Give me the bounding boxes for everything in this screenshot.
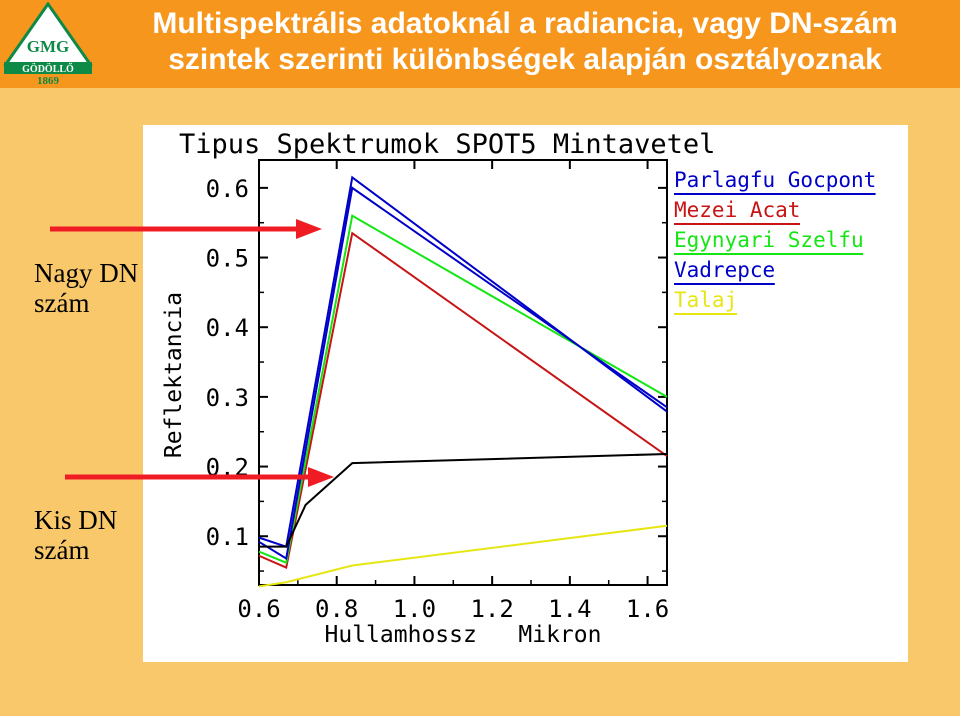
series-line-0 <box>258 175 668 548</box>
x-tick-label: 1.6 <box>626 595 669 623</box>
low-dn-label-line-1: Kis DN <box>34 505 118 535</box>
low-dn-arrow <box>65 467 334 487</box>
legend-entry-1: Mezei Acat <box>674 198 800 222</box>
series-line-2 <box>258 214 668 565</box>
chart-ylabel: Reflektancia <box>161 292 187 458</box>
spectrum-chart-panel: Tipus Spektrumok SPOT5 Mintavetel Hullam… <box>143 125 908 662</box>
legend-entry-3: Vadrepce <box>674 258 775 282</box>
title-line-1: Multispektrális adatoknál a radiancia, v… <box>152 7 898 40</box>
low-dn-label: Kis DN szám <box>34 505 117 565</box>
series-line-4 <box>258 524 668 588</box>
x-tick-label: 1.4 <box>548 595 591 623</box>
chart-xlabel: Hullamhossz Mikron <box>325 622 602 648</box>
logo-monogram: GMG <box>27 37 70 56</box>
logo-name: GÖDÖLLŐ <box>22 62 74 75</box>
low-dn-label-line-2: szám <box>34 535 90 565</box>
high-dn-label-line-2: szám <box>34 288 90 318</box>
x-tick-label: 0.6 <box>237 595 280 623</box>
university-logo: GMG GÖDÖLLŐ 1869 <box>3 2 93 86</box>
series-line-5 <box>259 453 668 548</box>
plot-frame <box>258 159 668 586</box>
high-dn-label-line-1: Nagy DN <box>34 258 139 288</box>
high-dn-arrow <box>50 219 322 239</box>
spectrum-chart: Tipus Spektrumok SPOT5 Mintavetel Hullam… <box>161 129 876 648</box>
logo-year: 1869 <box>37 75 60 86</box>
x-tick-label: 1.2 <box>470 595 513 623</box>
x-tick-label: 0.8 <box>315 595 358 623</box>
y-tick-label: 0.6 <box>206 175 249 203</box>
x-tick-label: 1.0 <box>393 595 436 623</box>
series-line-3 <box>258 186 668 561</box>
y-tick-label: 0.3 <box>206 384 249 412</box>
y-tick-label: 0.5 <box>206 245 249 273</box>
page-title: Multispektrális adatoknál a radiancia, v… <box>100 6 950 78</box>
header-bar: GMG GÖDÖLLŐ 1869 Multispektrális adatokn… <box>0 0 960 88</box>
y-tick-label: 0.4 <box>206 314 249 342</box>
high-dn-label: Nagy DN szám <box>34 258 138 318</box>
chart-title: Tipus Spektrumok SPOT5 Mintavetel <box>179 129 715 160</box>
y-tick-label: 0.1 <box>206 523 249 551</box>
title-line-2: szintek szerinti különbségek alapján osz… <box>168 43 882 76</box>
series-line-1 <box>258 231 668 569</box>
legend-entry-2: Egynyari Szelfu <box>674 228 864 252</box>
legend-entry-0: Parlagfu Gocpont <box>674 168 876 192</box>
legend-entry-4: Talaj <box>674 288 737 312</box>
